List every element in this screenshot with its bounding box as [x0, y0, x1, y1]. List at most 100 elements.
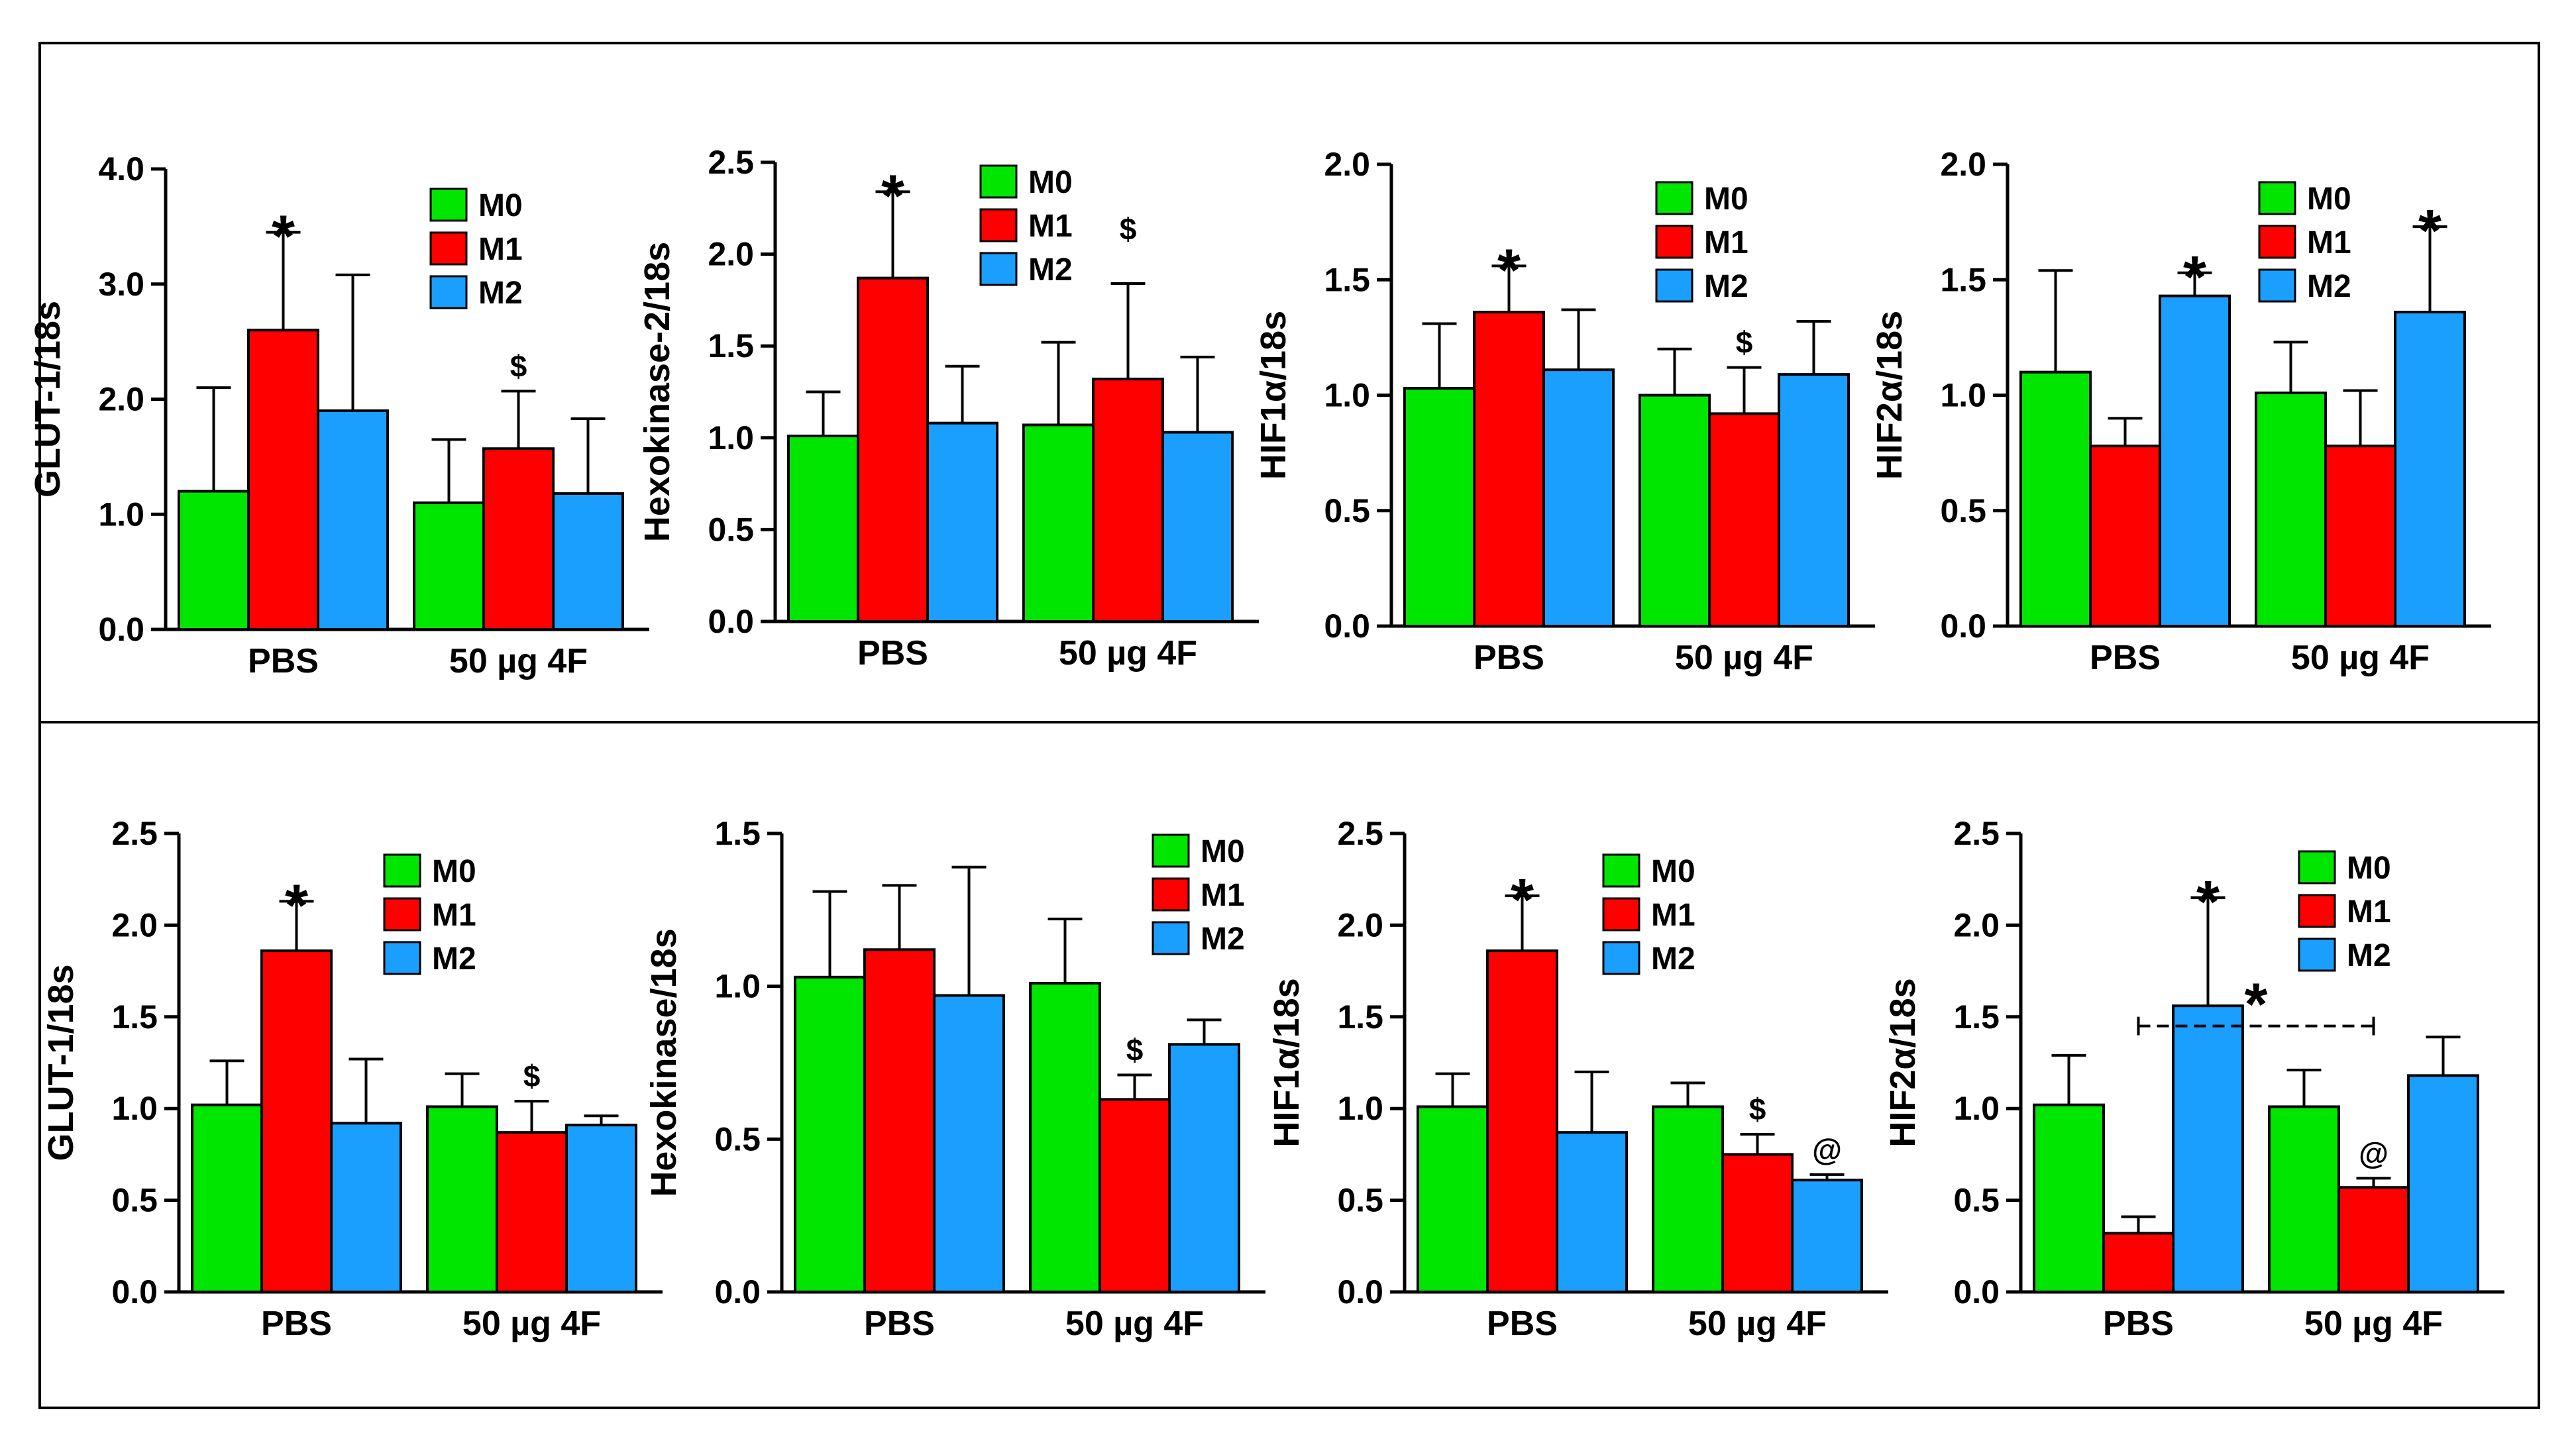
bar-m1	[260, 949, 333, 1293]
y-tick-label: 0.5	[708, 511, 754, 548]
bar-m2	[1778, 373, 1850, 627]
y-axis-label: GLUT-1/18s	[41, 964, 81, 1161]
y-tick-label: 1.5	[708, 327, 754, 364]
bar-m2	[2394, 311, 2466, 627]
legend-swatch-m2	[1602, 941, 1640, 975]
bar-m1	[857, 276, 929, 623]
y-tick-label: 2.5	[111, 815, 158, 852]
bar-m1	[1721, 1153, 1794, 1294]
legend-label-m0: M0	[478, 188, 523, 223]
y-tick-label: 1.0	[98, 496, 144, 533]
legend-label-m1: M1	[2347, 894, 2391, 930]
y-tick-label: 0.0	[1324, 608, 1370, 645]
legend-label-m2: M2	[478, 276, 523, 311]
bar-m0	[2019, 370, 2092, 628]
y-tick-label: 1.5	[1324, 261, 1370, 298]
category-label: PBS	[857, 634, 928, 672]
legend-label-m0: M0	[1028, 165, 1073, 200]
y-tick-label: 1.5	[1337, 998, 1383, 1036]
significance-star: *	[881, 163, 904, 229]
chart-panel-6: 0.0 0.5 1.0 1.5 Hexokinase/18s PBS 50 µg 4F $ M0…	[644, 815, 1265, 1343]
bar-m1	[2102, 1232, 2174, 1293]
category-label: 50 µg 4F	[462, 1305, 601, 1343]
bar-m2	[2407, 1074, 2479, 1293]
y-axis-label: HIF1α/18s	[1267, 978, 1307, 1147]
significance-star: *	[1497, 237, 1521, 303]
bar-m1	[863, 948, 936, 1293]
significance-dollar: $	[1736, 325, 1753, 360]
bar-m0	[2255, 392, 2327, 627]
category-label: 50 µg 4F	[1065, 1305, 1204, 1343]
legend-label-m2: M2	[1201, 922, 1245, 957]
legend-swatch-m2	[2298, 937, 2336, 972]
legend-label-m2: M2	[1704, 269, 1748, 304]
legend-label-m1: M1	[432, 898, 476, 933]
bar-m2	[1791, 1179, 1863, 1293]
bar-m1	[1486, 949, 1558, 1293]
significance-at: @	[2359, 1136, 2388, 1170]
legend-swatch-m0	[383, 853, 421, 888]
y-tick-label: 2.0	[1940, 146, 1986, 183]
y-tick-label: 2.5	[708, 144, 754, 181]
y-tick-label: 0.5	[1953, 1182, 2000, 1219]
significance-dollar: $	[1120, 212, 1137, 246]
bar-m0	[1029, 982, 1101, 1293]
y-tick-label: 0.5	[1324, 492, 1370, 529]
bar-m2	[1556, 1131, 1628, 1293]
bar-m0	[1417, 1105, 1489, 1293]
legend-label-m1: M1	[1028, 209, 1073, 244]
bar-m2	[330, 1122, 402, 1293]
y-tick-label: 2.0	[1953, 906, 2000, 943]
bar-m0	[191, 1103, 263, 1293]
legend-swatch-m1	[2258, 225, 2296, 259]
legend-swatch-m2	[2258, 268, 2296, 303]
bar-m2	[2159, 294, 2231, 627]
category-label: PBS	[1487, 1305, 1558, 1343]
y-tick-label: 0.5	[111, 1182, 158, 1219]
bar-m1	[1092, 378, 1164, 623]
category-label: 50 µg 4F	[1675, 639, 1813, 677]
bar-m2	[1542, 368, 1615, 627]
bar-m0	[794, 975, 866, 1293]
bar-m1	[247, 329, 319, 631]
bar-m0	[178, 490, 250, 631]
legend-swatch-m2	[979, 252, 1018, 286]
y-tick-label: 2.0	[1324, 146, 1370, 183]
legend-swatch-m0	[1602, 853, 1640, 888]
y-tick-label: 0.0	[714, 1273, 761, 1310]
legend-label-m2: M2	[432, 941, 476, 977]
chart-panel-2: 0.0 0.5 1.0 1.5 2.0 2.5 Hexokinase-2/18s PBS 50 …	[637, 144, 1259, 672]
significance-dollar: $	[510, 348, 527, 383]
legend-swatch-m0	[2258, 181, 2296, 215]
legend-label-m2: M2	[1651, 941, 1695, 977]
bar-m1	[482, 447, 555, 631]
y-axis-label: Hexokinase-2/18s	[637, 242, 677, 542]
legend-label-m0: M0	[1704, 182, 1748, 217]
y-axis-label: HIF1α/18s	[1254, 311, 1293, 480]
bar-m0	[426, 1105, 498, 1293]
legend-label-m0: M0	[1201, 834, 1245, 869]
legend-label-m2: M2	[1028, 252, 1073, 288]
significance-star: *	[2183, 244, 2206, 311]
significance-dollar: $	[523, 1059, 541, 1093]
category-label: 50 µg 4F	[2291, 639, 2430, 677]
bar-m2	[1161, 431, 1234, 623]
chart-panel-7: 0.0 0.5 1.0 1.5 2.0 2.5 HIF1α/18s PBS 50 µg 4F * $…	[1267, 815, 1888, 1343]
y-tick-label: 2.0	[111, 906, 158, 943]
bar-m1	[1708, 412, 1780, 627]
y-tick-label: 1.5	[111, 998, 158, 1036]
y-tick-label: 1.0	[714, 968, 761, 1005]
category-label: PBS	[864, 1305, 935, 1343]
legend-label-m1: M1	[1651, 898, 1695, 933]
bar-m2	[565, 1124, 637, 1294]
legend-swatch-m1	[1655, 225, 1693, 259]
legend-swatch-m1	[979, 208, 1018, 242]
category-label: 50 µg 4F	[1059, 634, 1197, 672]
legend-swatch-m1	[429, 231, 468, 266]
legend-swatch-m2	[383, 941, 421, 975]
bar-m1	[1099, 1098, 1171, 1293]
bar-m2	[1168, 1043, 1240, 1293]
significance-star: *	[1511, 867, 1534, 934]
bar-m2	[317, 409, 389, 631]
